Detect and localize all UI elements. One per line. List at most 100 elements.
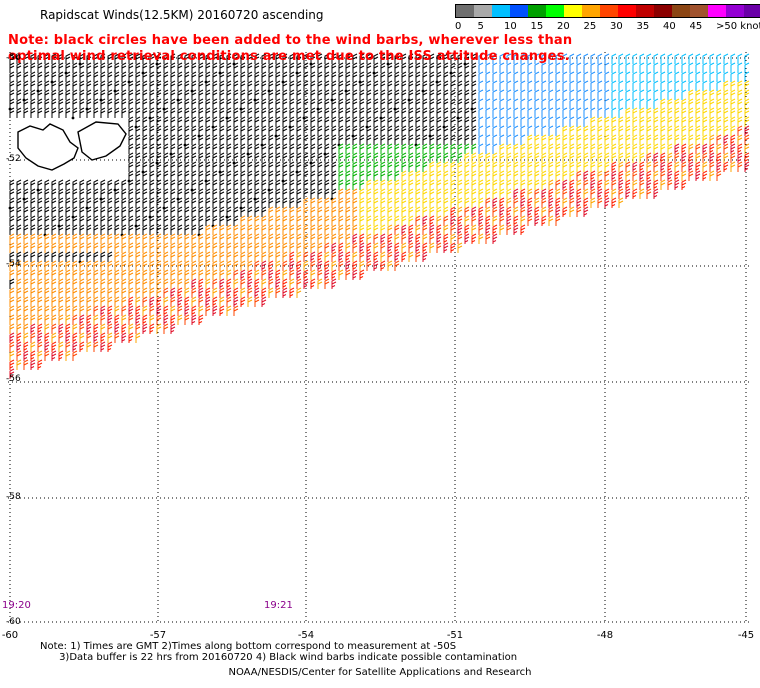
wind-barb	[177, 197, 183, 208]
wind-barb	[352, 125, 358, 136]
wind-barb	[352, 233, 358, 244]
wind-barb	[254, 260, 260, 271]
wind-barb	[170, 323, 176, 334]
wind-barb	[247, 188, 253, 199]
wind-barb	[639, 80, 645, 91]
wind-barb	[310, 125, 316, 136]
wind-barb	[142, 161, 148, 172]
wind-barb	[555, 62, 561, 73]
wind-barb	[191, 251, 197, 262]
wind-barb	[114, 80, 120, 91]
wind-barb	[576, 179, 582, 190]
wind-barb	[520, 206, 526, 217]
wind-barb	[422, 188, 428, 199]
wind-barb	[212, 143, 218, 154]
wind-barb	[156, 323, 162, 334]
wind-barb	[142, 260, 148, 271]
wind-barb	[317, 53, 323, 64]
wind-barb	[254, 89, 260, 100]
wind-barb	[233, 107, 239, 118]
wind-barb	[114, 62, 120, 73]
wind-barb	[590, 134, 596, 145]
wind-barb	[366, 125, 372, 136]
wind-barb	[450, 125, 456, 136]
wind-barb	[317, 269, 323, 280]
wind-barb	[317, 116, 323, 127]
wind-barb	[170, 269, 176, 280]
wind-barb	[128, 53, 134, 64]
wind-barb	[233, 296, 239, 307]
footnote: Note: 1) Times are GMT 2)Times along bot…	[40, 641, 517, 663]
wind-barb	[450, 197, 456, 208]
wind-barb	[478, 98, 484, 109]
wind-barb	[422, 170, 428, 181]
wind-barb	[163, 80, 169, 91]
wind-barb	[716, 80, 722, 91]
wind-barb	[135, 215, 141, 226]
wind-barb	[177, 278, 183, 289]
wind-barb	[597, 71, 603, 82]
wind-barb	[408, 71, 414, 82]
wind-barb	[562, 125, 568, 136]
wind-barb	[226, 134, 232, 145]
wind-barb	[191, 305, 197, 316]
wind-barb	[226, 242, 232, 253]
wind-barb	[184, 260, 190, 271]
wind-barb	[590, 98, 596, 109]
wind-barb	[352, 206, 358, 217]
wind-barb	[289, 80, 295, 91]
wind-barb	[303, 278, 309, 289]
wind-barb	[156, 80, 162, 91]
wind-barb	[72, 305, 78, 316]
wind-barb	[611, 161, 617, 172]
wind-barb	[212, 107, 218, 118]
wind-barb	[240, 143, 246, 154]
wind-barb	[247, 53, 253, 64]
wind-barb	[443, 197, 449, 208]
wind-barb	[597, 134, 603, 145]
wind-barb	[457, 161, 463, 172]
wind-barb	[93, 179, 99, 190]
wind-barb	[436, 197, 442, 208]
wind-barb	[520, 161, 526, 172]
wind-barb	[324, 80, 330, 91]
wind-barb	[674, 143, 680, 154]
wind-barb	[394, 98, 400, 109]
wind-barb	[72, 80, 78, 91]
wind-barb	[212, 260, 218, 271]
wind-barb	[485, 71, 491, 82]
wind-barb	[72, 323, 78, 334]
wind-barb	[527, 143, 533, 154]
wind-barb	[142, 224, 148, 235]
wind-barb	[464, 188, 470, 199]
wind-barb	[471, 143, 477, 154]
wind-barb	[247, 62, 253, 73]
wind-barb	[527, 53, 533, 64]
wind-barb	[653, 179, 659, 190]
wind-barb	[177, 71, 183, 82]
wind-barb	[562, 170, 568, 181]
wind-barb	[674, 80, 680, 91]
wind-barb	[520, 125, 526, 136]
wind-barb	[37, 215, 43, 226]
wind-barb	[149, 170, 155, 181]
wind-barb	[9, 260, 15, 271]
wind-barb	[51, 296, 57, 307]
wind-barb	[506, 161, 512, 172]
wind-barb	[93, 89, 99, 100]
wind-barb	[100, 341, 106, 352]
wind-barb	[240, 98, 246, 109]
wind-barb	[737, 80, 743, 91]
wind-barb	[156, 170, 162, 181]
wind-barb	[44, 278, 50, 289]
wind-barb	[527, 116, 533, 127]
wind-barb	[380, 152, 386, 163]
wind-barb	[86, 197, 92, 208]
wind-barb	[541, 62, 547, 73]
wind-barb	[569, 53, 575, 64]
wind-barb	[534, 107, 540, 118]
wind-barb	[317, 89, 323, 100]
wind-barb	[583, 143, 589, 154]
wind-barb	[492, 62, 498, 73]
wind-barb	[744, 125, 750, 136]
